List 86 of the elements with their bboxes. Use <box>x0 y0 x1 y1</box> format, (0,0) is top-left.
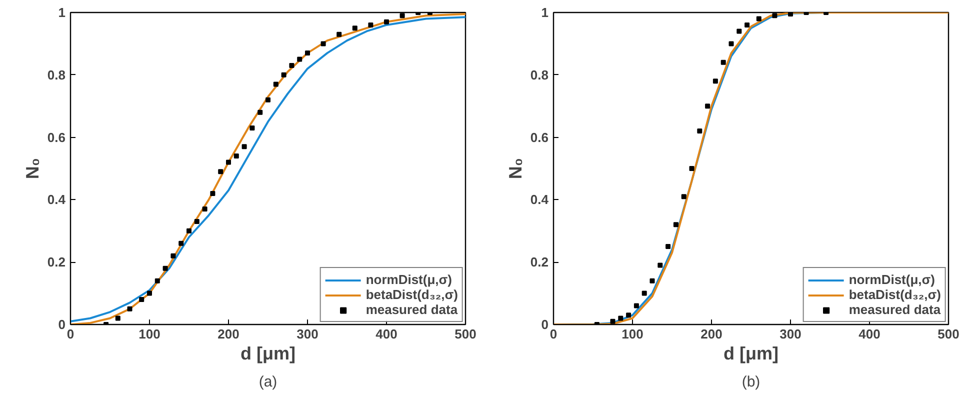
point <box>618 316 624 321</box>
y-tick-label: 0 <box>58 317 66 332</box>
legend-label: betaDist(d₃₂,σ) <box>366 287 458 302</box>
y-tick-label: 0.6 <box>47 130 66 145</box>
point <box>258 110 263 115</box>
y-tick-label: 0.8 <box>530 67 549 82</box>
point <box>127 306 132 312</box>
point <box>186 228 192 234</box>
x-axis-title: d [μm] <box>240 344 296 364</box>
x-tick-label: 500 <box>454 326 476 342</box>
point <box>673 222 678 228</box>
point <box>139 297 144 302</box>
y-tick-label: 1 <box>541 5 549 20</box>
point <box>242 144 247 150</box>
point <box>666 244 671 249</box>
x-tick-label: 400 <box>376 326 398 342</box>
y-axis-title: N₀ <box>22 158 42 180</box>
point <box>689 166 694 171</box>
point <box>728 41 734 46</box>
legend-label: measured data <box>848 302 941 317</box>
y-tick-label: 0.2 <box>47 254 66 270</box>
point <box>744 22 750 28</box>
point <box>650 278 655 284</box>
x-tick-label: 200 <box>700 326 722 342</box>
legend-label: normDist(μ,σ) <box>366 272 452 287</box>
point <box>202 206 208 212</box>
point <box>234 154 239 159</box>
point <box>115 316 120 321</box>
point <box>320 41 326 46</box>
point <box>281 72 286 78</box>
x-tick-label: 300 <box>296 326 318 342</box>
x-axis-title: d [μm] <box>724 344 779 364</box>
point <box>194 219 200 224</box>
point <box>297 56 302 62</box>
point <box>352 26 358 31</box>
point <box>226 160 231 165</box>
point <box>147 290 152 296</box>
point <box>642 290 647 296</box>
point <box>178 240 184 246</box>
point <box>610 318 616 324</box>
point <box>681 194 686 200</box>
point <box>273 82 278 87</box>
text: (b) <box>742 374 760 390</box>
point <box>712 78 718 84</box>
y-tick-label: 0.4 <box>530 192 550 208</box>
y-tick-label: 1 <box>58 5 66 20</box>
point <box>697 128 702 134</box>
point <box>162 266 168 271</box>
point <box>634 303 639 308</box>
y-tick-label: 0 <box>541 317 549 332</box>
point <box>250 125 255 130</box>
point <box>218 169 224 174</box>
y-tick-label: 0.8 <box>47 67 66 82</box>
x-tick-label: 200 <box>218 326 240 342</box>
x-tick-label: 300 <box>780 326 802 342</box>
legend-label: betaDist(d₃₂,σ) <box>848 287 941 302</box>
legend-label: measured data <box>366 302 458 317</box>
x-tick-label: 400 <box>858 326 880 342</box>
point <box>336 32 342 37</box>
point <box>266 97 270 102</box>
point <box>736 28 742 34</box>
point <box>720 60 726 65</box>
legend-label: normDist(μ,σ) <box>848 272 935 287</box>
y-tick-label: 0.6 <box>530 130 549 145</box>
text: (a) <box>258 374 278 390</box>
point <box>756 16 762 22</box>
point <box>705 104 710 109</box>
point <box>368 22 374 28</box>
point <box>788 12 793 17</box>
point <box>170 253 176 258</box>
point <box>289 63 294 68</box>
point <box>400 13 405 18</box>
y-tick-label: 0.4 <box>47 192 66 208</box>
point <box>658 262 663 268</box>
point <box>210 190 216 196</box>
x-tick-label: 100 <box>138 326 160 342</box>
point <box>626 312 632 318</box>
x-tick-label: 500 <box>938 326 960 342</box>
point <box>384 19 389 24</box>
y-tick-label: 0.2 <box>530 254 549 270</box>
point <box>305 50 310 56</box>
point <box>772 13 778 18</box>
y-axis-title: N₀ <box>505 158 526 180</box>
point <box>154 278 160 284</box>
x-tick-label: 100 <box>622 326 644 342</box>
line-series <box>554 12 948 324</box>
